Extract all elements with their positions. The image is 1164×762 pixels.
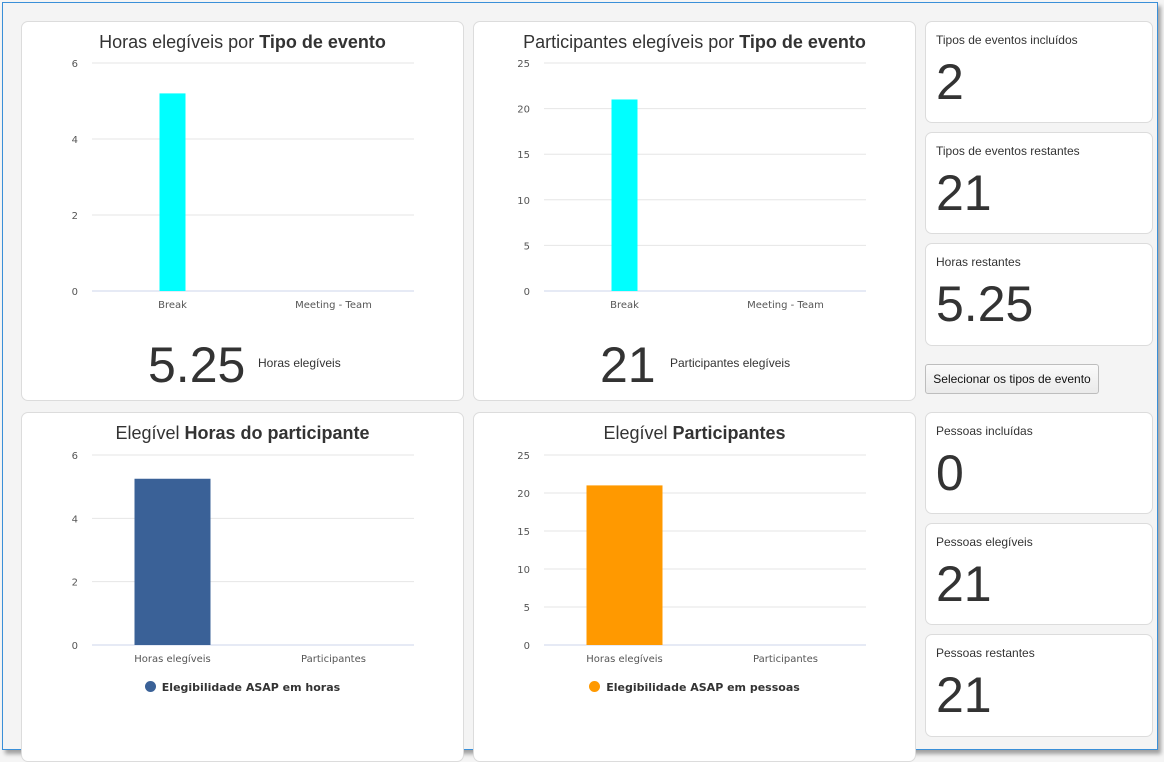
big-stat: 5.25 Horas elegíveis bbox=[22, 336, 463, 396]
big-stat-label: Participantes elegíveis bbox=[670, 356, 791, 370]
legend-label: Elegibilidade ASAP em pessoas bbox=[606, 681, 800, 694]
y-tick-label: 4 bbox=[72, 135, 78, 146]
legend-dot-icon bbox=[144, 681, 156, 692]
chart-title: Horas elegíveis por Tipo de evento bbox=[99, 32, 386, 52]
stat-label: Tipos de eventos restantes bbox=[936, 144, 1080, 158]
x-tick-label: Meeting - Team bbox=[747, 300, 824, 311]
y-tick-label: 15 bbox=[517, 527, 530, 538]
chart-legend[interactable]: Elegibilidade ASAP em horas bbox=[22, 681, 463, 694]
y-tick-label: 25 bbox=[517, 59, 530, 70]
x-tick-label: Participantes bbox=[753, 654, 818, 665]
x-tick-label: Break bbox=[610, 300, 639, 311]
stat-value: 2 bbox=[936, 54, 964, 110]
legend-dot-icon bbox=[589, 681, 601, 692]
stat-value: 21 bbox=[936, 165, 992, 221]
hours-by-type-chart: 0 2 4 6 Break Meeting - Team bbox=[72, 59, 414, 311]
stat-value: 21 bbox=[936, 556, 992, 612]
stat-card-people-included: Pessoas incluídas 0 bbox=[925, 412, 1153, 514]
y-tick-label: 20 bbox=[517, 489, 530, 500]
y-tick-label: 15 bbox=[517, 150, 530, 161]
stat-value: 21 bbox=[936, 667, 992, 723]
stat-label: Pessoas restantes bbox=[936, 646, 1035, 660]
x-tick-label: Participantes bbox=[301, 654, 366, 665]
select-event-types-button[interactable]: Selecionar os tipos de evento bbox=[925, 364, 1099, 394]
bar[interactable] bbox=[159, 93, 186, 292]
stat-label: Pessoas elegíveis bbox=[936, 535, 1033, 549]
chart-title: Elegível Participantes bbox=[603, 423, 786, 443]
stat-card-event-types-included: Tipos de eventos incluídos 2 bbox=[925, 21, 1153, 123]
x-tick-label: Horas elegíveis bbox=[134, 653, 211, 665]
stat-value: 0 bbox=[936, 445, 964, 501]
big-stat: 21 Participantes elegíveis bbox=[474, 336, 915, 396]
stat-label: Pessoas incluídas bbox=[936, 424, 1033, 438]
participant-hours-chart: 0 2 4 6 Horas elegíveis Participantes bbox=[72, 451, 414, 665]
participants-chart: 0 5 10 15 20 25 Horas elegíveis Participantes bbox=[517, 451, 866, 665]
y-tick-label: 0 bbox=[524, 287, 530, 298]
y-tick-label: 5 bbox=[524, 603, 530, 614]
y-tick-label: 4 bbox=[72, 514, 78, 525]
stat-card-people-eligible: Pessoas elegíveis 21 bbox=[925, 523, 1153, 625]
big-stat-label: Horas elegíveis bbox=[258, 356, 341, 370]
stat-label: Horas restantes bbox=[936, 255, 1021, 269]
big-stat-value: 21 bbox=[600, 337, 656, 393]
y-tick-label: 2 bbox=[72, 211, 78, 222]
x-tick-label: Meeting - Team bbox=[295, 300, 372, 311]
x-tick-label: Horas elegíveis bbox=[586, 653, 663, 665]
participant-hours-card: Elegível Horas do participante 0 2 4 6 Horas… bbox=[21, 412, 464, 762]
y-tick-label: 6 bbox=[72, 59, 78, 70]
participants-by-type-chart: 0 5 10 15 20 25 Break Meeting - Team bbox=[517, 59, 866, 311]
stat-label: Tipos de eventos incluídos bbox=[936, 33, 1078, 47]
y-tick-label: 0 bbox=[72, 641, 78, 652]
y-tick-label: 10 bbox=[517, 565, 530, 576]
y-tick-label: 20 bbox=[517, 105, 530, 116]
y-tick-label: 25 bbox=[517, 451, 530, 462]
stat-card-people-remaining: Pessoas restantes 21 bbox=[925, 634, 1153, 737]
y-tick-label: 6 bbox=[72, 451, 78, 462]
stat-value: 5.25 bbox=[936, 276, 1034, 332]
y-tick-label: 0 bbox=[72, 287, 78, 298]
bar[interactable] bbox=[134, 478, 211, 645]
y-tick-label: 10 bbox=[517, 196, 530, 207]
bar[interactable] bbox=[611, 99, 638, 291]
chart-title: Elegível Horas do participante bbox=[115, 423, 370, 443]
y-tick-label: 0 bbox=[524, 641, 530, 652]
participants-by-type-card: Participantes elegíveis por Tipo de even… bbox=[473, 21, 916, 401]
y-tick-label: 5 bbox=[524, 241, 530, 252]
y-tick-label: 2 bbox=[72, 578, 78, 589]
big-stat-value: 5.25 bbox=[148, 337, 246, 393]
x-tick-label: Break bbox=[158, 300, 187, 311]
chart-title: Participantes elegíveis por Tipo de even… bbox=[523, 32, 866, 52]
legend-label: Elegibilidade ASAP em horas bbox=[161, 681, 341, 694]
chart-legend[interactable]: Elegibilidade ASAP em pessoas bbox=[474, 681, 915, 694]
hours-by-type-card: Horas elegíveis por Tipo de evento 0 2 4 6 B… bbox=[21, 21, 464, 401]
participants-card: Elegível Participantes 0 5 10 15 20 25 Horas e… bbox=[473, 412, 916, 762]
stat-card-event-types-remaining: Tipos de eventos restantes 21 bbox=[925, 132, 1153, 234]
stat-card-hours-remaining: Horas restantes 5.25 bbox=[925, 243, 1153, 346]
bar[interactable] bbox=[586, 485, 663, 645]
